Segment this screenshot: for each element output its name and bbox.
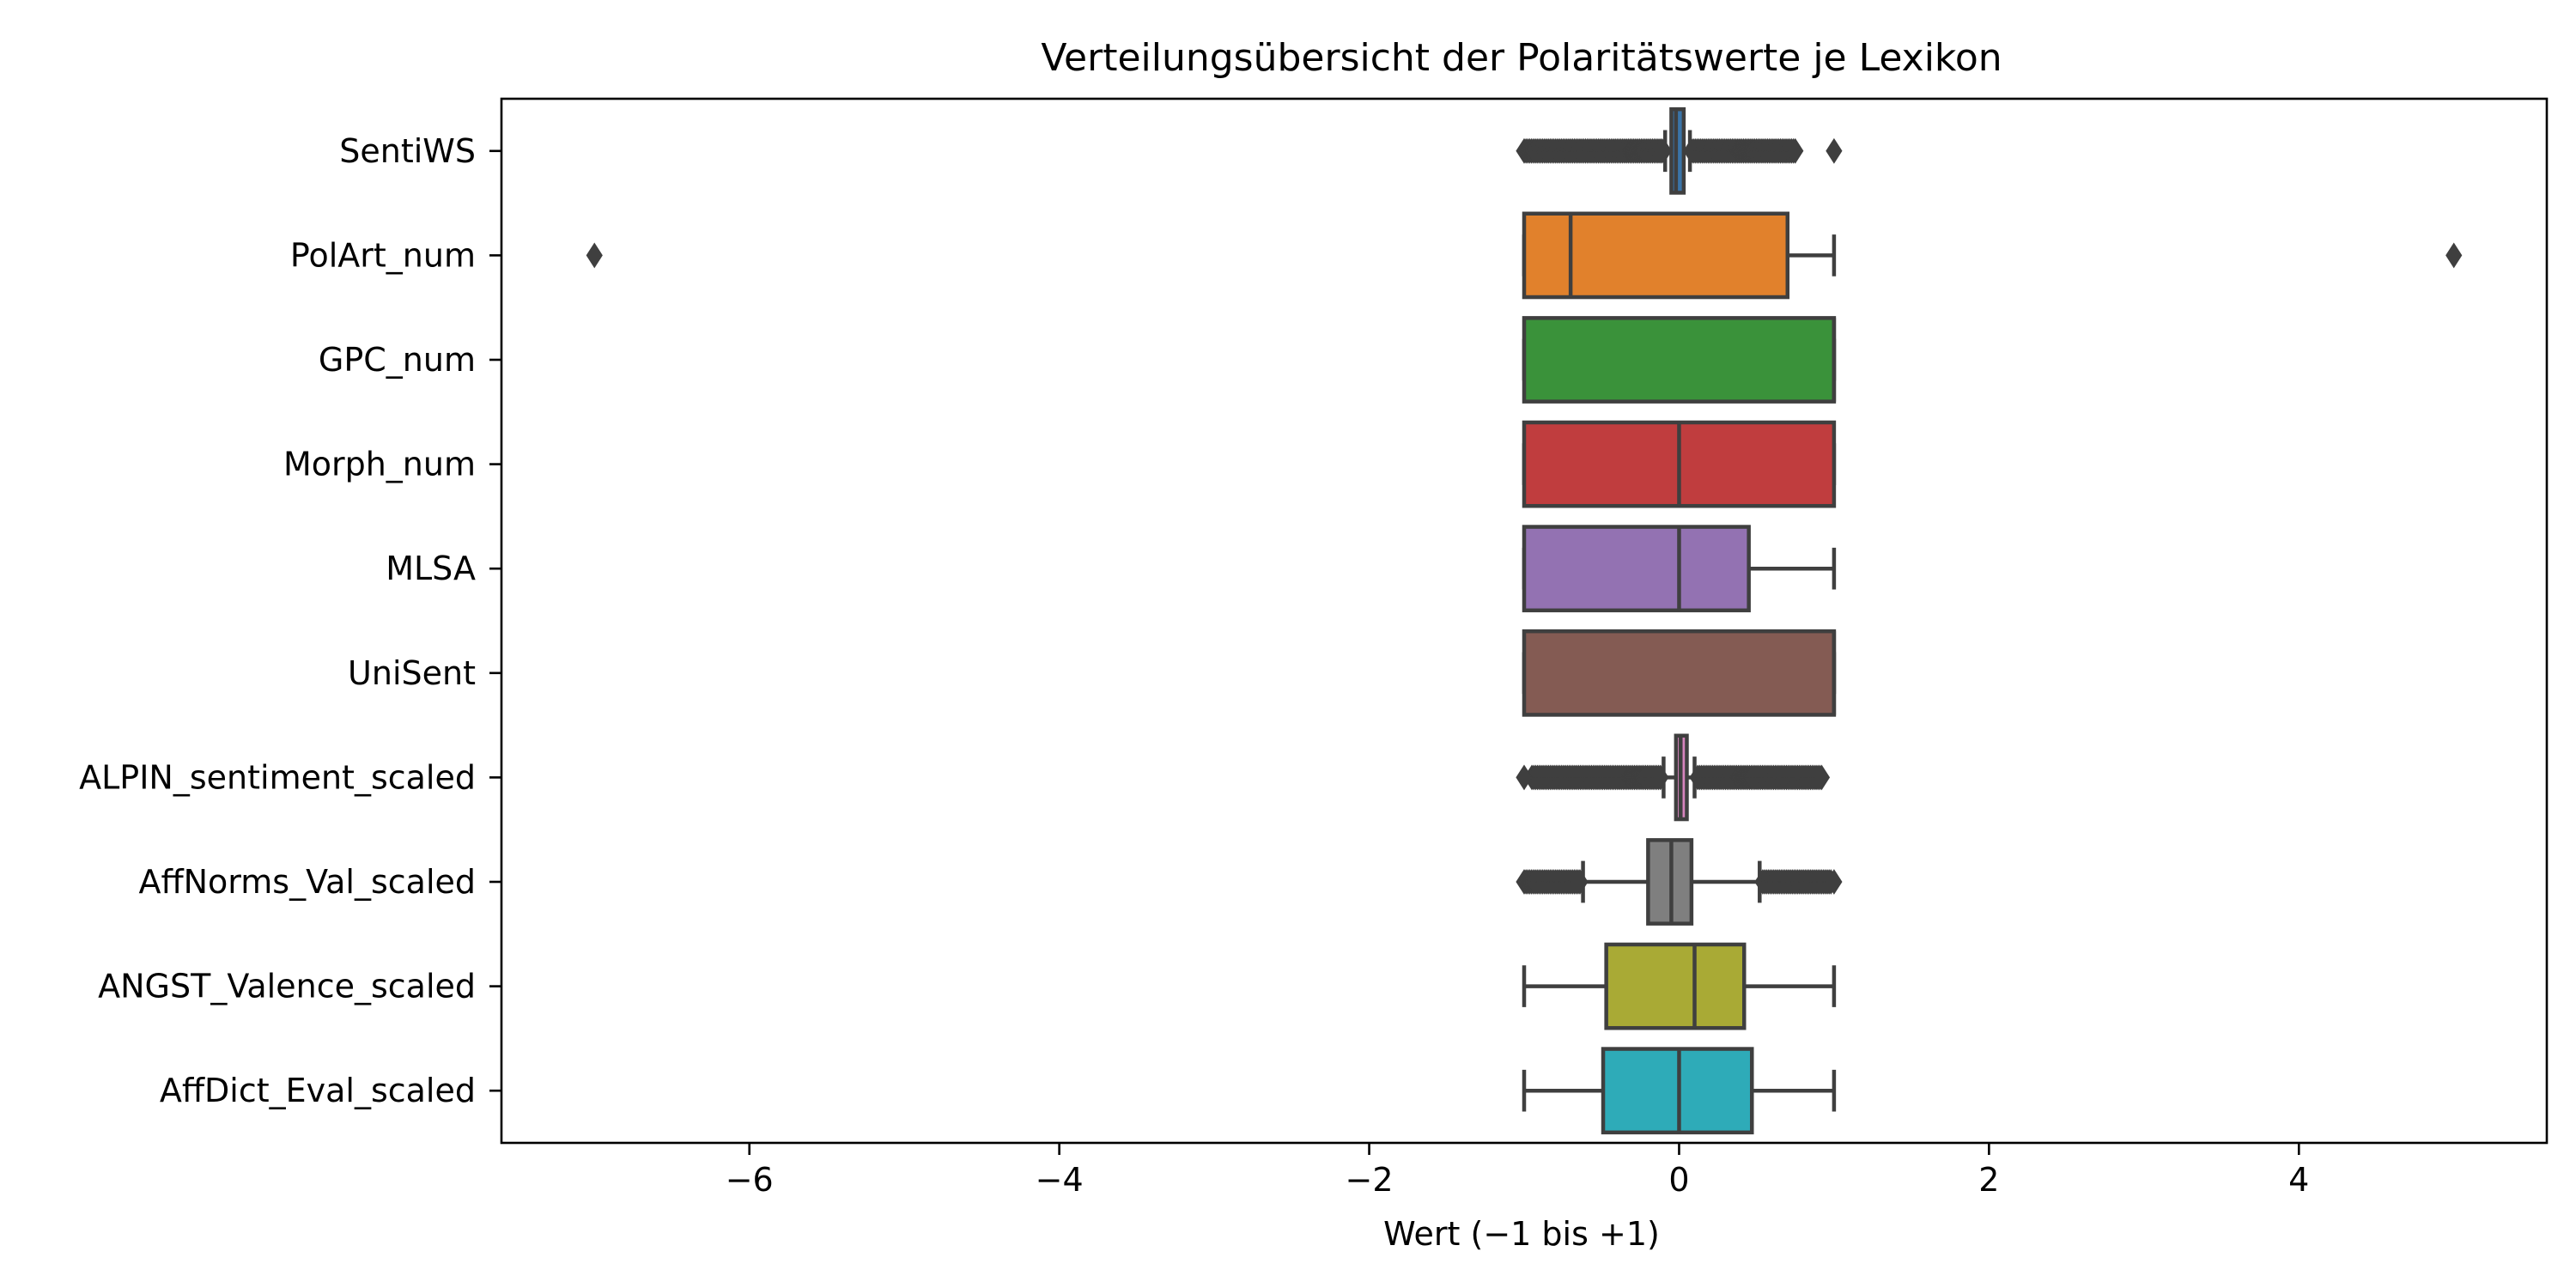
outlier-point [1787,137,1804,164]
box-iqr [1522,211,1790,300]
outlier-point [1826,137,1843,164]
box-iqr [1522,629,1837,717]
box-iqr [1522,525,1751,613]
outlier-point [1655,137,1673,164]
y-tick-label: AffDict_Eval_scaled [160,1072,476,1109]
outlier-point [1813,764,1831,791]
box-iqr [1604,942,1747,1030]
y-axis: SentiWS PolArt_num GPC_num Morph_num MLSA Uni… [79,132,501,1109]
box-morph-num [1522,420,1837,508]
outlier-point [1826,869,1843,895]
x-axis: −6 −4 −2 0 2 4 [726,1143,2309,1199]
outlier-point [2445,242,2463,269]
y-tick-label: GPC_num [319,341,476,379]
y-tick-label: ANGST_Valence_scaled [98,968,476,1005]
box-alpin-sentiment-scaled [1516,733,1831,822]
y-tick-label: ALPIN_sentiment_scaled [79,758,476,796]
box-sentiws [1516,106,1843,195]
chart-title: Verteilungsübersicht der Polaritätswerte… [1041,36,2002,80]
y-tick-label: AffNorms_Val_scaled [138,863,476,901]
outlier-point [1516,764,1533,791]
y-tick-label: Morph_num [283,446,476,483]
y-tick-label: UniSent [348,654,476,692]
box-angst-valence-scaled [1522,942,1837,1030]
x-tick-label: −2 [1346,1161,1394,1199]
y-tick-label: PolArt_num [290,236,476,274]
plot-frame [500,97,2549,1145]
box-affdict-eval-scaled [1522,1047,1837,1135]
x-tick-label: −4 [1036,1161,1084,1199]
outlier-point [1652,764,1669,791]
box-polart-num [586,211,2463,300]
outlier-point [586,242,603,269]
y-tick-label: MLSA [386,550,476,587]
x-tick-label: 0 [1668,1161,1689,1199]
x-tick-label: 4 [2288,1161,2309,1199]
x-tick-label: −6 [726,1161,774,1199]
box-unisent [1522,629,1837,717]
outlier-point [1571,869,1589,895]
plot-area [586,106,2463,1135]
x-tick-label: 2 [1978,1161,1999,1199]
box-affnorms-val-scaled [1516,838,1843,926]
box-mlsa [1522,525,1837,613]
x-axis-label: Wert (−1 bis +1) [1383,1215,1660,1253]
box-iqr [1522,316,1837,404]
y-tick-label: SentiWS [339,132,476,170]
box-gpc-num [1522,316,1837,404]
